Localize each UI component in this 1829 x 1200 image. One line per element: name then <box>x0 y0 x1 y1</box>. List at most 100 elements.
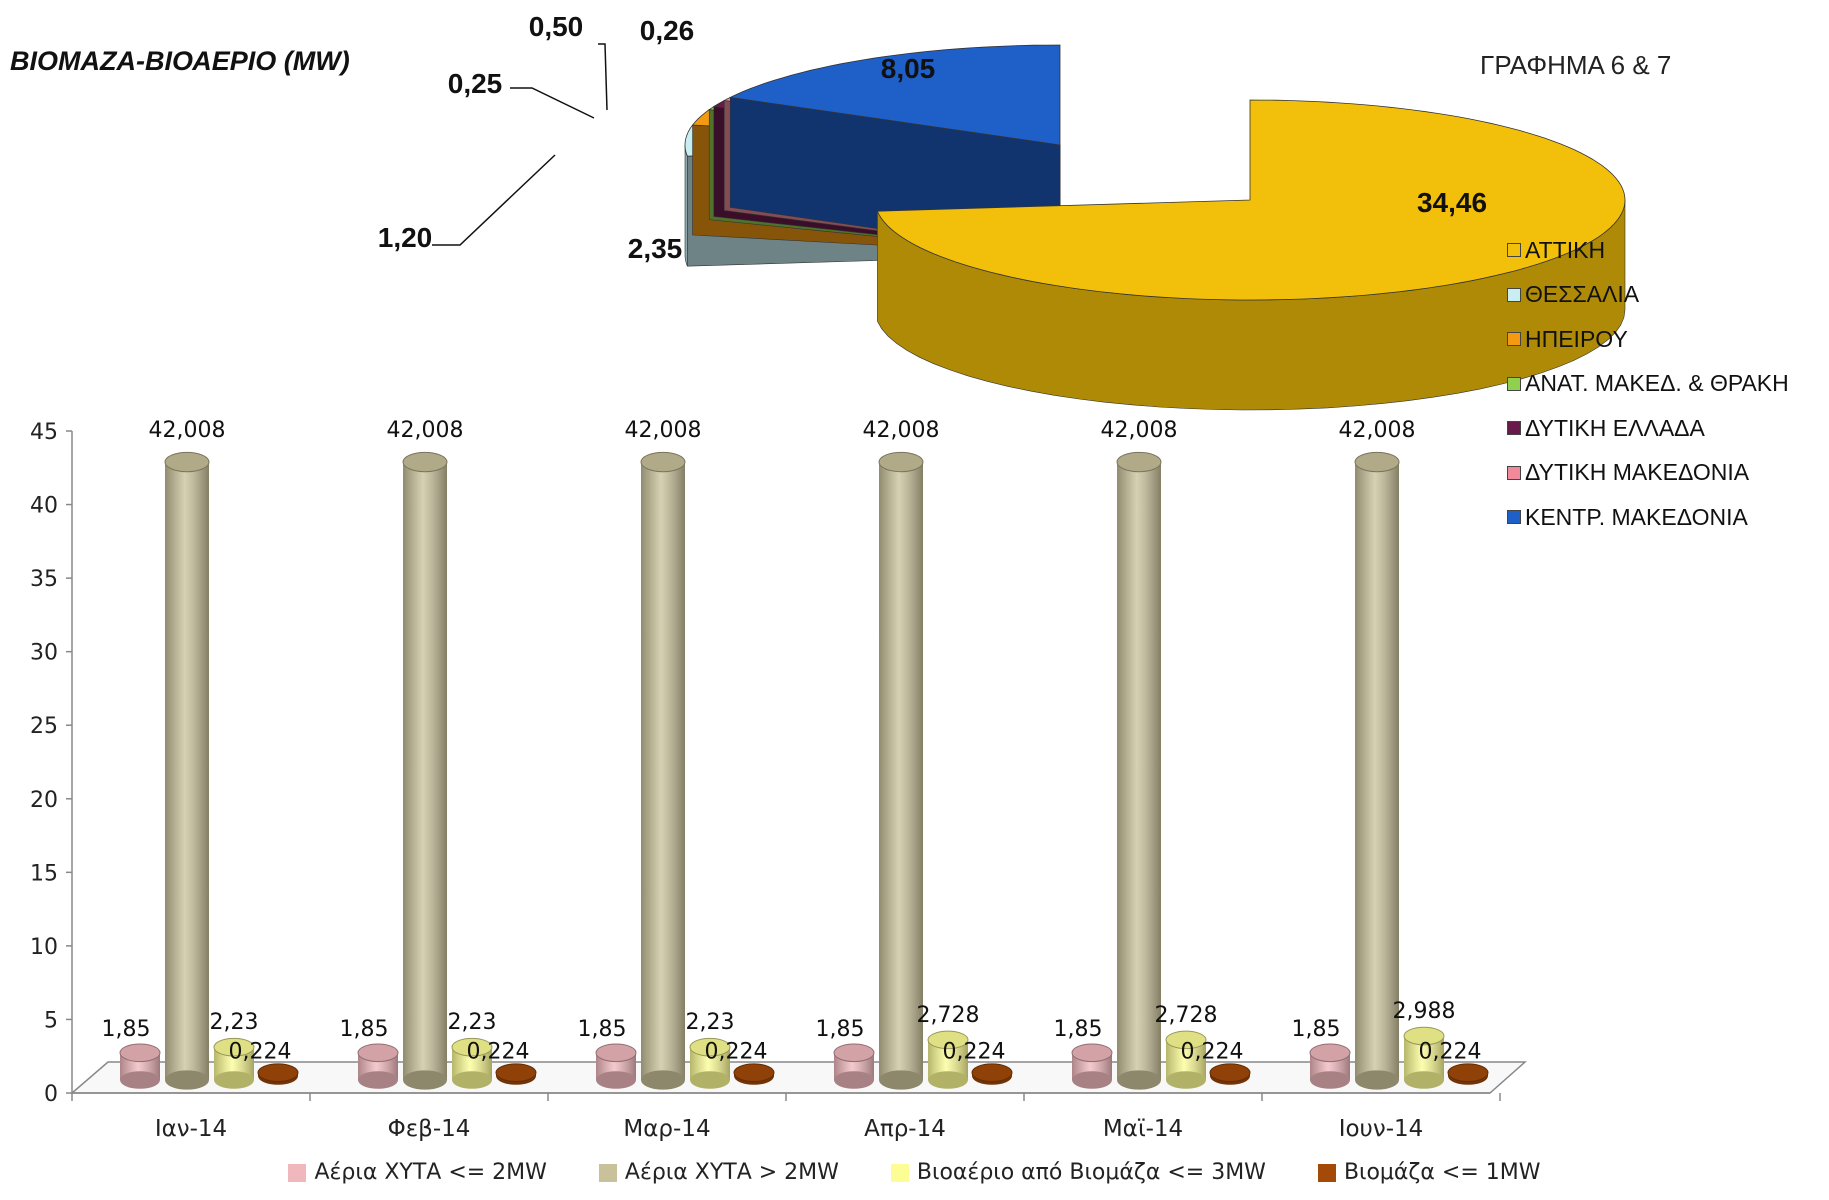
bar <box>1209 1063 1251 1085</box>
bar-cap <box>495 1063 537 1083</box>
bar-base <box>403 1070 447 1090</box>
pie-leader-line <box>598 43 608 111</box>
bar-legend-item: Βιομάζα <= 1MW <box>1317 1160 1541 1185</box>
bar <box>1071 1043 1113 1089</box>
y-tick-label: 10 <box>30 935 58 960</box>
bar-base <box>165 1070 209 1090</box>
bar-cap <box>1403 1026 1445 1046</box>
bar-data-label: 0,224 <box>229 1040 292 1065</box>
legend-label: ΑΝΑΤ. ΜΑΚΕΔ. & ΘΡΑΚΗ <box>1525 370 1789 397</box>
bar-cap <box>971 1063 1013 1083</box>
pie-slice <box>876 99 1626 411</box>
x-tick-label: Ιαν-14 <box>155 1116 227 1142</box>
bar <box>213 1037 255 1089</box>
bar <box>1403 1026 1445 1089</box>
pie-legend-item: ΔΥΤΙΚΗ ΜΑΚΕΔΟΝΙΑ <box>1507 451 1789 496</box>
bar <box>357 1043 399 1089</box>
bar-data-label: 1,85 <box>340 1017 389 1042</box>
x-tick-label: Απρ-14 <box>864 1116 946 1142</box>
legend-label: ΚΕΝΤΡ. ΜΑΚΕΔΟΝΙΑ <box>1525 503 1748 530</box>
bar <box>733 1063 775 1085</box>
bar-base <box>1166 1071 1206 1089</box>
bar-data-label: 0,224 <box>705 1040 768 1065</box>
bar-cap <box>878 451 924 473</box>
pie-caption: ΓΡΑΦΗΜΑ 6 & 7 <box>1480 50 1672 80</box>
bar-cap <box>640 451 686 473</box>
bar-cap <box>595 1043 637 1063</box>
bar-shading <box>1355 462 1399 1081</box>
legend-label: Αέρια ΧΥΤΑ > 2MW <box>624 1160 839 1185</box>
bar-cap <box>1209 1063 1251 1083</box>
bar <box>927 1030 969 1089</box>
pie-legend: ΑΤΤΙΚΗ ΘΕΣΣΑΛΙΑ ΗΠΕΙΡΟΥ ΑΝΑΤ. ΜΑΚΕΔ. & ΘΡΑΚ… <box>1507 228 1789 540</box>
legend-swatch <box>1507 243 1521 258</box>
bar-shading <box>1117 462 1161 1081</box>
bar-shading <box>879 462 923 1081</box>
bar <box>451 1037 493 1089</box>
pie-legend-item: ΘΕΣΣΑΛΙΑ <box>1507 273 1789 318</box>
bar-cap <box>164 451 210 473</box>
bar <box>1447 1063 1489 1085</box>
legend-swatch <box>1507 287 1521 302</box>
bar-data-label: 2,728 <box>1155 1003 1218 1028</box>
bar-data-label: 42,008 <box>1101 418 1178 443</box>
pie-data-label: 0,26 <box>640 15 695 46</box>
legend-label: ΔΥΤΙΚΗ ΕΛΛΑΔΑ <box>1525 414 1705 441</box>
y-tick-label: 15 <box>30 861 58 886</box>
bar-data-label: 42,008 <box>863 418 940 443</box>
bar-cap <box>1071 1043 1113 1063</box>
bar-cap <box>689 1037 731 1057</box>
legend-swatch <box>288 1163 307 1182</box>
legend-label: Αέρια ΧΥΤΑ <= 2MW <box>314 1160 547 1185</box>
bar-cap <box>1165 1030 1207 1050</box>
legend-swatch <box>1507 376 1521 391</box>
legend-swatch <box>1507 332 1521 347</box>
pie-slice-top <box>876 99 1626 301</box>
bar-base <box>1310 1071 1350 1089</box>
bar-legend-item: Βιοαέριο από Βιομάζα <= 3MW <box>890 1160 1266 1185</box>
legend-swatch <box>1507 421 1521 436</box>
y-tick-label: 0 <box>44 1082 58 1107</box>
legend-label: ΔΥΤΙΚΗ ΜΑΚΕΔΟΝΙΑ <box>1525 459 1750 486</box>
bar-shading <box>641 462 685 1081</box>
bar-base <box>641 1070 685 1090</box>
bar-data-label: 1,85 <box>1054 1017 1103 1042</box>
pie-data-label: 34,46 <box>1417 187 1487 218</box>
bar <box>971 1063 1013 1085</box>
bar-cap <box>257 1063 299 1083</box>
bar-base <box>879 1070 923 1090</box>
bar-base <box>358 1071 398 1089</box>
bar-cap <box>402 451 448 473</box>
legend-swatch <box>1507 510 1521 525</box>
bar-base <box>928 1071 968 1089</box>
bar-legend-item: Αέρια ΧΥΤΑ > 2MW <box>598 1160 839 1185</box>
bar-data-label: 1,85 <box>102 1017 151 1042</box>
bar-cap <box>119 1043 161 1063</box>
x-tick-label: Ιουν-14 <box>1339 1116 1424 1142</box>
x-tick-label: Φεβ-14 <box>388 1116 471 1142</box>
bar-data-label: 1,85 <box>1292 1017 1341 1042</box>
bar-data-label: 1,85 <box>816 1017 865 1042</box>
bar-cap <box>1447 1063 1489 1083</box>
bar-cap <box>213 1037 255 1057</box>
pie-data-label: 0,25 <box>448 68 503 99</box>
x-tick-label: Μαϊ-14 <box>1103 1116 1183 1142</box>
y-tick-label: 5 <box>44 1008 58 1033</box>
bar-base <box>834 1071 874 1089</box>
bar <box>640 451 686 1090</box>
legend-swatch <box>1507 465 1521 480</box>
bar-data-label: 0,224 <box>467 1040 530 1065</box>
pie-legend-item: ΚΕΝΤΡ. ΜΑΚΕΔΟΝΙΑ <box>1507 495 1789 540</box>
pie-slice-top <box>728 44 1061 146</box>
pie-leader-line <box>510 87 595 119</box>
y-tick-label: 40 <box>30 494 58 519</box>
pie-data-label: 0,50 <box>529 11 584 42</box>
bar-base <box>120 1071 160 1089</box>
bar-base <box>1072 1071 1112 1089</box>
bar-data-label: 0,224 <box>943 1040 1006 1065</box>
pie-chart: 34,46 2,35 8,05 1,20 0,25 0,50 0,26 <box>378 11 1626 411</box>
bar-data-label: 2,23 <box>686 1010 735 1035</box>
bar-legend-item: Αέρια ΧΥΤΑ <= 2MW <box>288 1160 547 1185</box>
bar-data-label: 2,23 <box>210 1010 259 1035</box>
